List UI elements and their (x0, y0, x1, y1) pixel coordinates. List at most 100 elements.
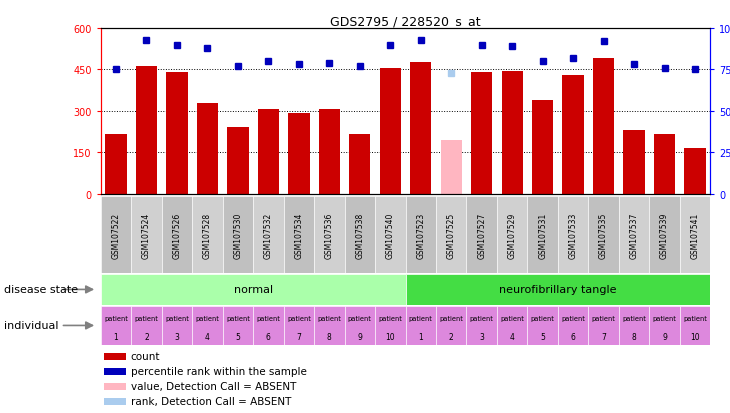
Bar (619, 196, 649, 274)
Text: patient: patient (256, 316, 280, 322)
Bar (588, 306, 619, 345)
Bar (104, 368, 126, 375)
Text: GSM107526: GSM107526 (172, 212, 182, 258)
Text: percentile rank within the sample: percentile rank within the sample (131, 366, 307, 376)
Bar (105, 135, 126, 194)
Text: patient: patient (531, 316, 555, 322)
Text: GSM107532: GSM107532 (264, 212, 273, 258)
Bar (101, 275, 406, 305)
Bar (104, 383, 126, 390)
Text: 3: 3 (480, 332, 484, 341)
Text: GSM107541: GSM107541 (691, 212, 699, 258)
Bar (101, 306, 131, 345)
Text: GSM107527: GSM107527 (477, 212, 486, 258)
Text: patient: patient (592, 316, 615, 322)
Text: GSM107540: GSM107540 (385, 212, 395, 258)
Text: GSM107530: GSM107530 (234, 212, 242, 258)
Text: 6: 6 (571, 332, 575, 341)
Text: 1: 1 (114, 332, 118, 341)
Text: 10: 10 (691, 332, 700, 341)
Bar (162, 196, 192, 274)
Bar (650, 306, 680, 345)
Bar (166, 73, 188, 194)
Text: patient: patient (104, 316, 128, 322)
Text: patient: patient (470, 316, 493, 322)
Text: 4: 4 (205, 332, 210, 341)
Bar (375, 306, 406, 345)
Text: 7: 7 (602, 332, 606, 341)
Bar (471, 73, 492, 194)
Bar (104, 353, 126, 360)
Text: GSM107525: GSM107525 (447, 212, 456, 258)
Text: 6: 6 (266, 332, 271, 341)
Bar (527, 306, 558, 345)
Text: patient: patient (196, 316, 219, 322)
Text: GSM107539: GSM107539 (660, 212, 669, 258)
Bar (558, 196, 588, 274)
Bar (345, 196, 375, 274)
Text: 4: 4 (510, 332, 515, 341)
Text: patient: patient (287, 316, 311, 322)
Bar (436, 196, 466, 274)
Bar (253, 196, 283, 274)
Bar (466, 306, 497, 345)
Text: GSM107533: GSM107533 (569, 212, 577, 258)
Bar (410, 62, 431, 194)
Bar (314, 306, 345, 345)
Bar (162, 306, 192, 345)
Bar (375, 196, 406, 274)
Text: 3: 3 (174, 332, 180, 341)
Text: GSM107536: GSM107536 (325, 212, 334, 258)
Bar (563, 76, 584, 194)
Text: 9: 9 (662, 332, 667, 341)
Bar (532, 100, 553, 194)
Text: patient: patient (439, 316, 463, 322)
Bar (131, 196, 162, 274)
Bar (497, 306, 527, 345)
Text: patient: patient (409, 316, 433, 322)
Text: GSM107534: GSM107534 (294, 212, 304, 258)
Text: patient: patient (561, 316, 585, 322)
Bar (680, 306, 710, 345)
Bar (192, 196, 223, 274)
Text: patient: patient (622, 316, 646, 322)
Title: GDS2795 / 228520_s_at: GDS2795 / 228520_s_at (330, 15, 481, 28)
Text: 9: 9 (358, 332, 362, 341)
Bar (527, 196, 558, 274)
Text: 7: 7 (296, 332, 301, 341)
Bar (441, 140, 462, 194)
Text: GSM107524: GSM107524 (142, 212, 151, 258)
Bar (654, 135, 675, 194)
Bar (283, 306, 314, 345)
Text: 5: 5 (540, 332, 545, 341)
Text: patient: patient (348, 316, 372, 322)
Bar (680, 196, 710, 274)
Bar (258, 109, 279, 194)
Bar (685, 149, 706, 194)
Text: 10: 10 (385, 332, 395, 341)
Text: GSM107522: GSM107522 (112, 212, 120, 258)
Text: GSM107528: GSM107528 (203, 212, 212, 258)
Bar (197, 104, 218, 194)
Bar (380, 69, 401, 194)
Text: patient: patient (165, 316, 189, 322)
Bar (406, 275, 710, 305)
Text: 1: 1 (418, 332, 423, 341)
Text: 2: 2 (144, 332, 149, 341)
Text: patient: patient (134, 316, 158, 322)
Bar (436, 306, 466, 345)
Bar (345, 306, 375, 345)
Text: 8: 8 (631, 332, 637, 341)
Text: patient: patient (500, 316, 524, 322)
Bar (466, 196, 497, 274)
Bar (593, 59, 614, 194)
Text: patient: patient (683, 316, 707, 322)
Bar (588, 196, 619, 274)
Text: rank, Detection Call = ABSENT: rank, Detection Call = ABSENT (131, 396, 291, 406)
Bar (623, 131, 645, 194)
Bar (406, 196, 436, 274)
Bar (136, 67, 157, 194)
Text: patient: patient (226, 316, 250, 322)
Bar (192, 306, 223, 345)
Bar (104, 398, 126, 405)
